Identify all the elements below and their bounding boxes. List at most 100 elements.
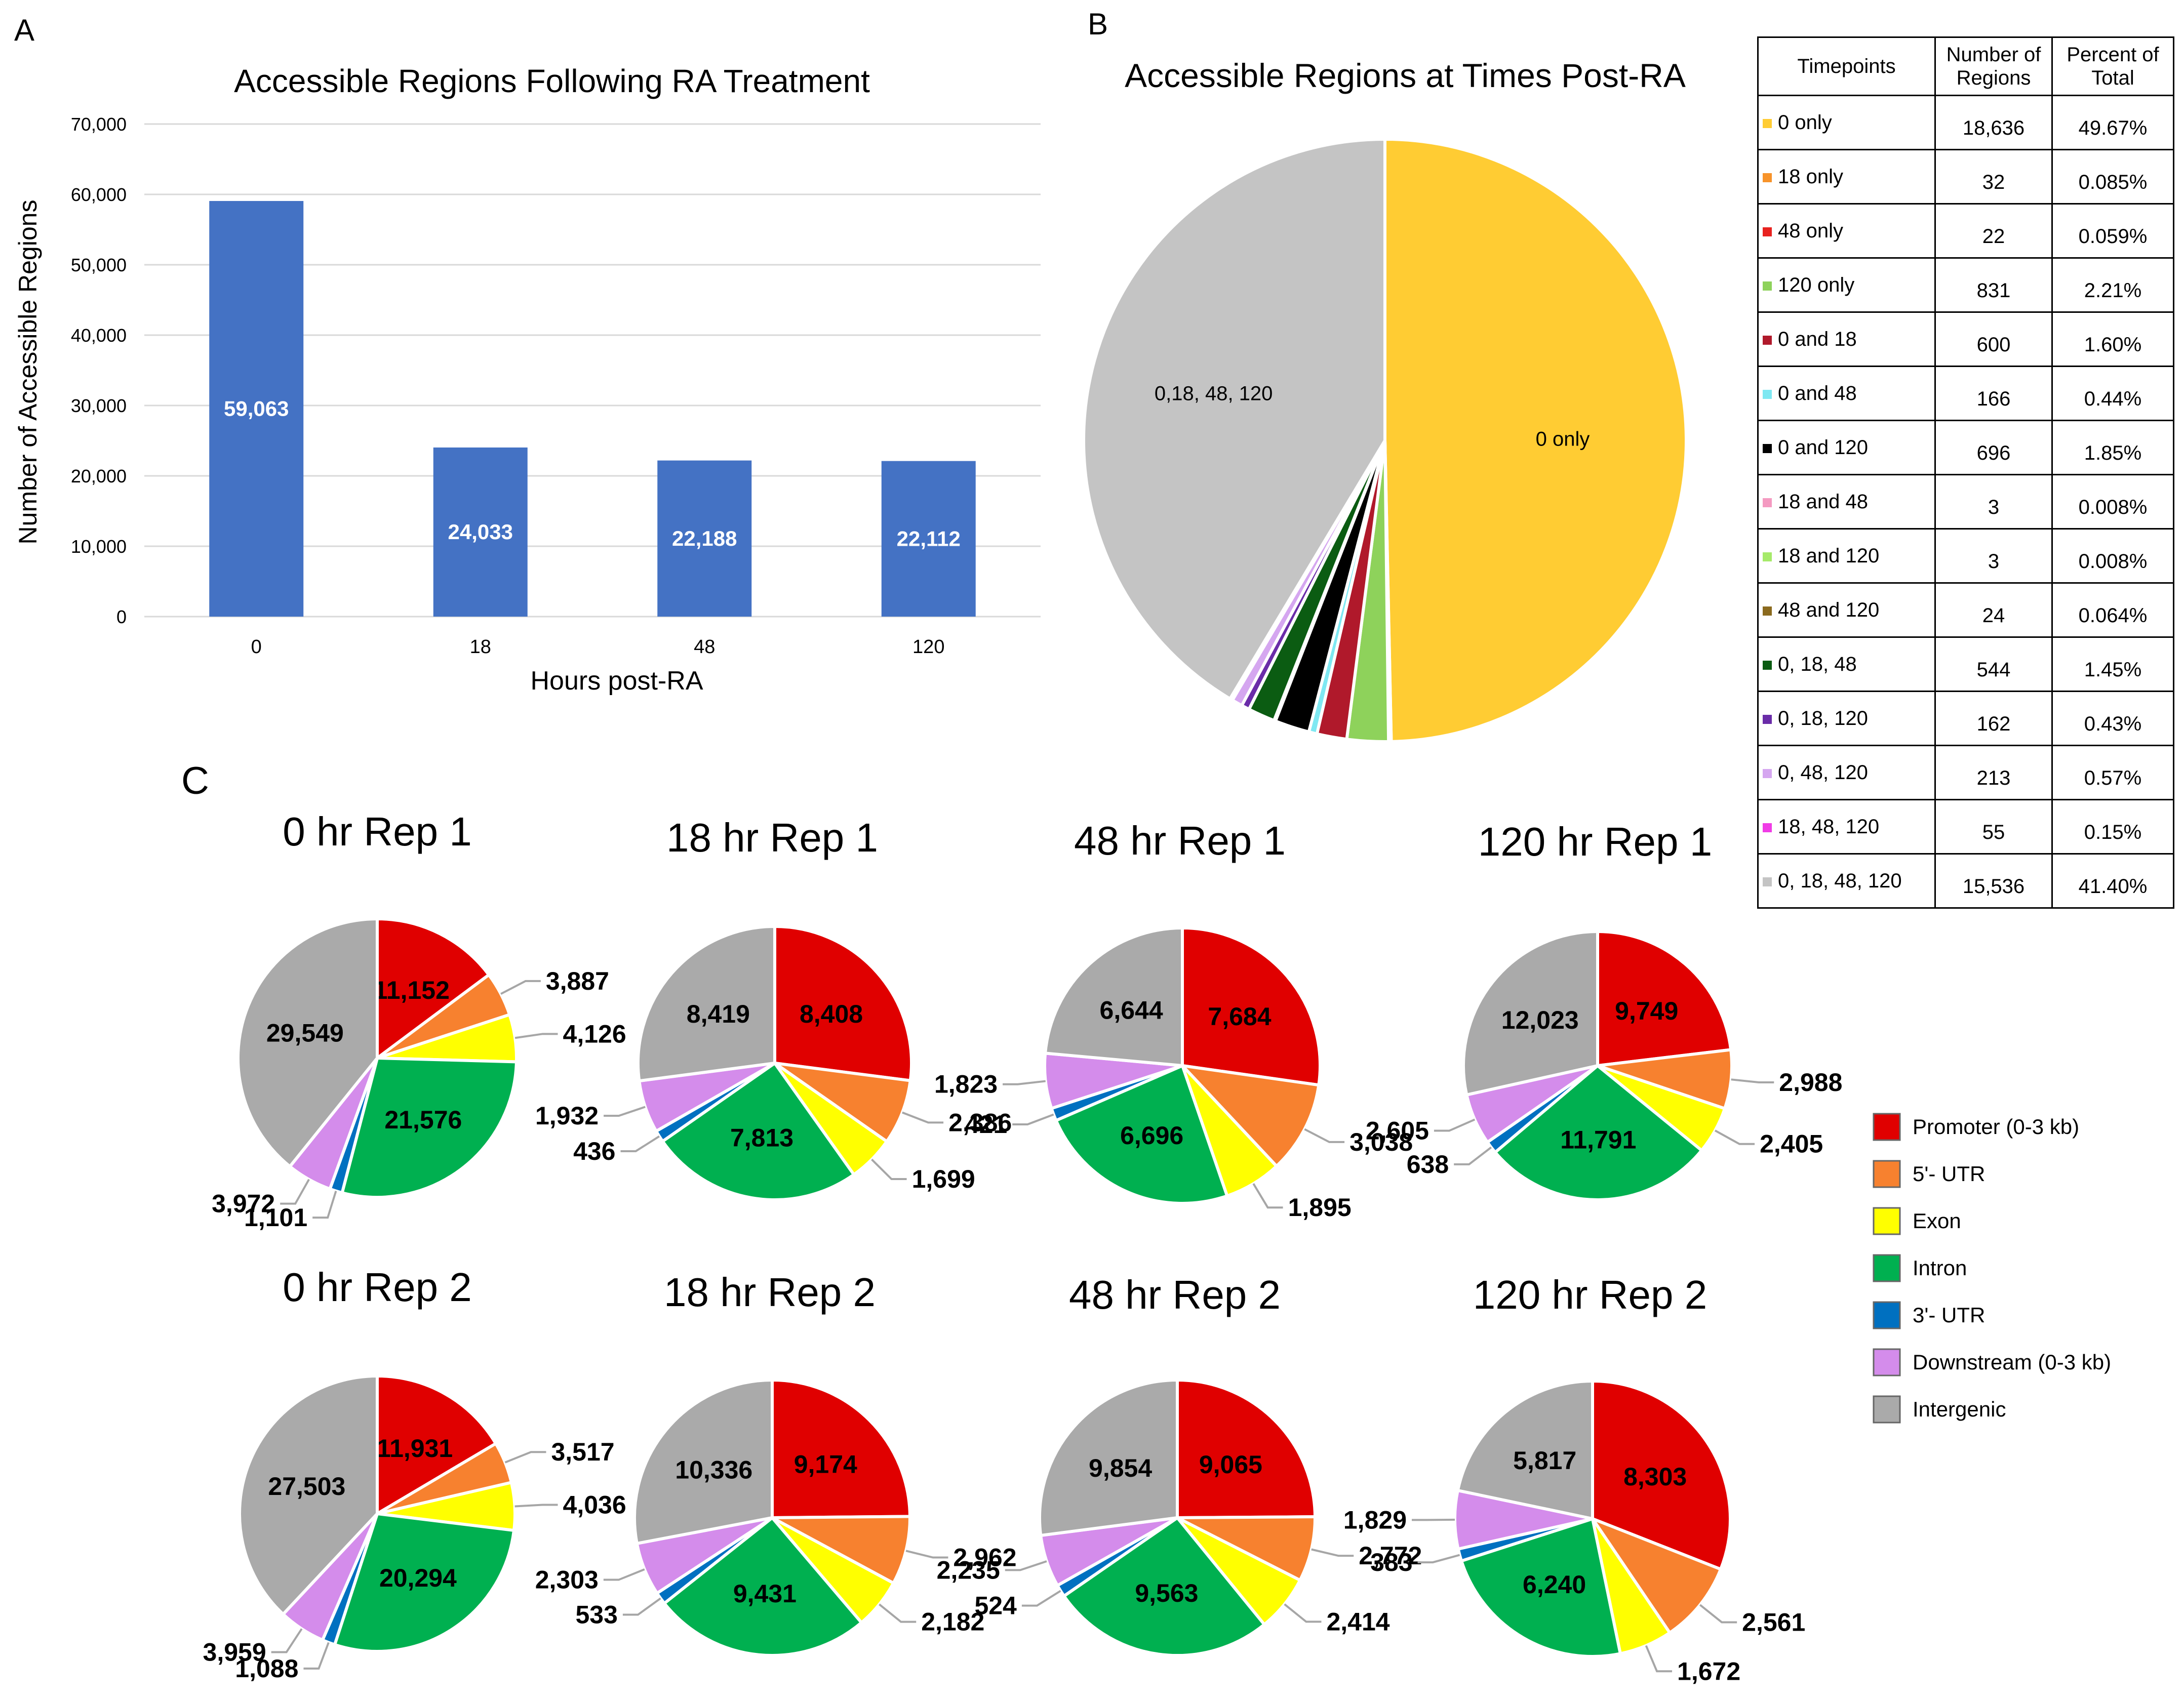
leader-line: [303, 1642, 330, 1670]
leader-line: [1454, 1146, 1492, 1165]
x-tick-label: 0: [251, 636, 262, 658]
pie-slice: [1493, 1064, 1704, 1201]
pie-value-label: 2,405: [1760, 1130, 1823, 1158]
table-cell-count: 162: [1934, 691, 2053, 746]
legend-swatch: [1873, 1160, 1901, 1188]
table-cell-count: 696: [1934, 420, 2053, 475]
timepoint-label: 18, 48, 120: [1778, 815, 1880, 838]
pie-value-label: 533: [575, 1600, 617, 1629]
bar-chart-plot: 0 10,000 20,000 30,000 40,000 50,000 60,000 70,…: [71, 114, 1041, 658]
pie-value-label: 29,549: [266, 1019, 344, 1047]
annotation-pie-title: 18 hr Rep 2: [664, 1270, 876, 1315]
table-cell-timepoint: 0 only: [1757, 95, 1936, 150]
leader-line: [1003, 1080, 1046, 1085]
annotation-pie: 18 hr Rep 2 9,174 2,962 2,182 9,431 533 2,303 1…: [535, 1270, 1017, 1657]
pie-value-label: 2,386: [948, 1108, 1012, 1137]
y-tick-label: 40,000: [71, 325, 127, 346]
table-cell-percent: 1.45%: [2051, 636, 2174, 692]
legend-swatch: [1763, 498, 1772, 507]
pie-value-label: 6,240: [1523, 1570, 1586, 1599]
table-cell-count: 18,636: [1934, 95, 2053, 150]
annotation-pie-title: 0 hr Rep 2: [283, 1265, 472, 1310]
pie-value-label: 11,791: [1560, 1126, 1636, 1154]
annotation-pie: 48 hr Rep 1 7,684 3,038 1,895 6,696 421 1,823 6…: [934, 818, 1413, 1222]
pie-value-label: 436: [573, 1137, 615, 1165]
annotation-pie: 120 hr Rep 1 9,749 2,988 2,405 11,791 638 2,60…: [1366, 819, 1842, 1201]
legend-swatch: [1763, 606, 1772, 616]
genomic-annotation-pies: 0 hr Rep 111,152 3,8874,12621,5761,1013,9…: [203, 809, 1843, 1685]
pie-value-label: 6,644: [1100, 996, 1163, 1025]
annotation-pie-title: 18 hr Rep 1: [666, 815, 878, 860]
pie-value-label: 2,235: [937, 1556, 1000, 1584]
annotation-pie: 0 hr Rep 1 11,152 3,887 4,126 21,576 1,1013,9…: [212, 809, 626, 1232]
table-cell-count: 600: [1934, 311, 2053, 367]
legend-label: Intergenic: [1913, 1397, 2006, 1421]
pie-value-label: 1,829: [1343, 1506, 1407, 1534]
timepoint-label: 48 and 120: [1778, 598, 1880, 621]
pie-slice: [376, 917, 491, 1061]
table-cell-count: 213: [1934, 745, 2053, 800]
table-cell-timepoint: 18 and 120: [1757, 528, 1936, 584]
table-row: 18, 48, 120 55 0.15%: [1757, 799, 2174, 855]
pie-value-label: 3,038: [1349, 1128, 1413, 1156]
y-tick-label: 50,000: [71, 255, 127, 275]
pie-slice: [1176, 1515, 1317, 1583]
pie-value-label: 2,605: [1366, 1117, 1429, 1145]
table-cell-timepoint: 0, 48, 120: [1757, 745, 1936, 800]
table-row: 0, 18, 120 162 0.43%: [1757, 691, 2174, 746]
legend-label: 3'- UTR: [1913, 1303, 1985, 1327]
legend-swatch: [1763, 173, 1772, 182]
pie-value-label: 12,023: [1501, 1006, 1579, 1034]
legend-swatch: [1763, 118, 1772, 128]
timepoint-label: 0, 48, 120: [1778, 761, 1868, 784]
panel-label-c: C: [181, 759, 209, 802]
pie-slice: [660, 1061, 856, 1201]
legend-swatch: [1763, 768, 1772, 778]
leader-line: [1434, 1118, 1476, 1132]
legend-swatch: [1763, 660, 1772, 670]
table-cell-count: 22: [1934, 203, 2053, 259]
pie-value-label: 383: [1370, 1548, 1412, 1576]
overlap-table-body: 0 only 18,636 49.67% 18 only 32 0.085% 48 only…: [1757, 95, 2174, 909]
leader-line: [1005, 1560, 1047, 1571]
leader-line: [1021, 1590, 1061, 1607]
pie-value-label: 11,152: [374, 976, 450, 1004]
annotation-pie: 48 hr Rep 2 9,065 2,772 2,414 9,563 524 2,235 9…: [937, 1272, 1422, 1657]
pie-slice: [1459, 1517, 1622, 1658]
pie-value-label: 9,065: [1199, 1450, 1262, 1479]
table-row: 120 only 831 2.21%: [1757, 257, 2174, 313]
legend-label: Promoter (0-3 kb): [1913, 1115, 2079, 1139]
pie-value-label: 11,931: [377, 1434, 453, 1463]
table-cell-count: 24: [1934, 582, 2053, 638]
pie-value-label: 9,431: [733, 1580, 797, 1608]
pie-value-label: 421: [965, 1110, 1007, 1139]
table-cell-count: 15,536: [1934, 853, 2053, 909]
table-cell-timepoint: 0, 18, 48: [1757, 636, 1936, 692]
table-cell-timepoint: 0 and 120: [1757, 420, 1936, 475]
pie-slice: [376, 1374, 498, 1517]
pie-slice: [637, 924, 776, 1083]
pie-value-label: 21,576: [384, 1106, 462, 1134]
annotation-pie-title: 48 hr Rep 1: [1074, 818, 1286, 863]
table-cell-timepoint: 48 and 120: [1757, 582, 1936, 638]
leader-line: [1311, 1548, 1354, 1557]
pie-slice: [238, 1374, 379, 1616]
table-header-percent: Percent of Total: [2051, 36, 2174, 96]
timepoint-label: 48 only: [1778, 219, 1843, 242]
pie-value-label: 1,672: [1677, 1657, 1740, 1685]
table-cell-percent: 0.059%: [2051, 203, 2174, 259]
timepoint-label: 0 only: [1778, 111, 1832, 134]
legend-swatch: [1873, 1207, 1901, 1235]
annotation-legend: Promoter (0-3 kb) 5'- UTR Exon Intron 3'- UT…: [1873, 1113, 2111, 1424]
panel-label-a: A: [14, 13, 34, 47]
pie-value-label: 8,408: [800, 1000, 863, 1028]
leader-line: [1699, 1604, 1737, 1624]
timepoint-label: 0 and 18: [1778, 328, 1857, 350]
overlap-pie-title: Accessible Regions at Times Post-RA: [1125, 57, 1686, 94]
pie-value-label: 7,813: [730, 1123, 793, 1152]
table-cell-percent: 0.57%: [2051, 745, 2174, 800]
pie-slice: [1178, 1063, 1321, 1168]
x-tick-label: 120: [912, 636, 944, 658]
legend-swatch: [1763, 227, 1772, 236]
y-tick-label: 70,000: [71, 114, 127, 135]
